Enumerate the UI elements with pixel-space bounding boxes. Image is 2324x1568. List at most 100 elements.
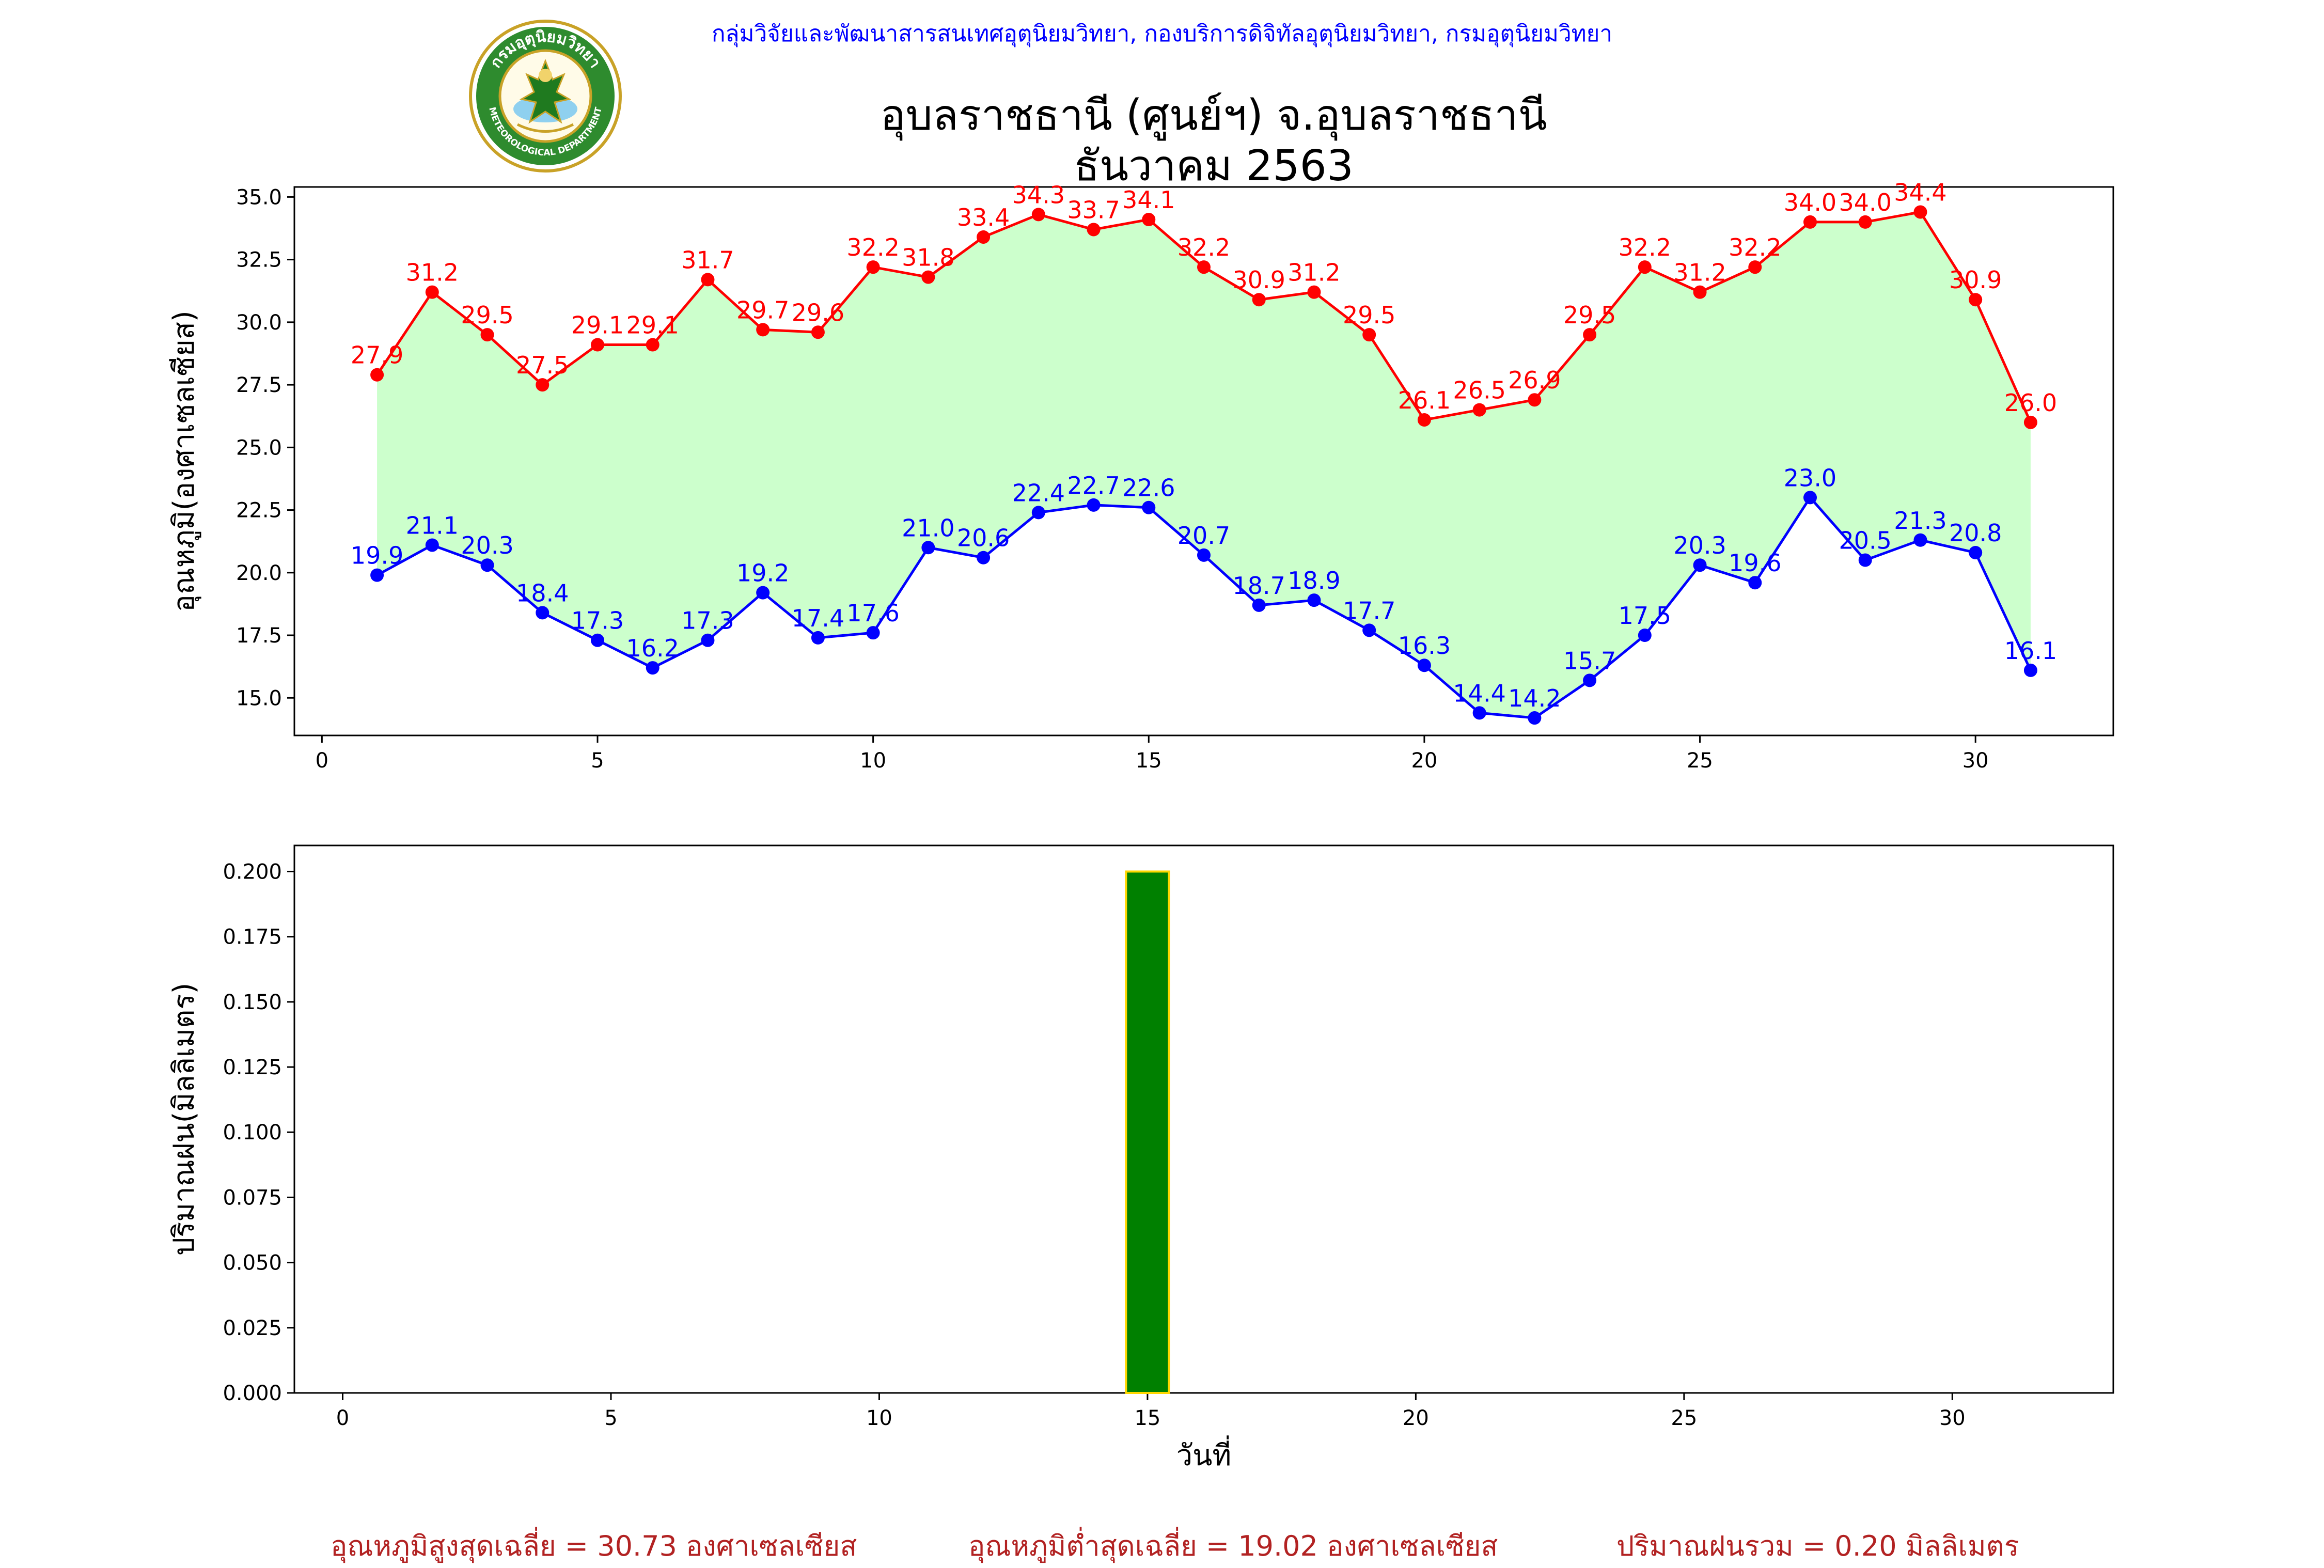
min-temperature-value-label: 14.2 — [1508, 684, 1561, 712]
max-temperature-point — [1417, 413, 1431, 427]
max-temperature-value-label: 33.7 — [1067, 196, 1120, 224]
max-temperature-value-label: 34.0 — [1784, 189, 1836, 216]
max-temperature-value-label: 34.1 — [1122, 186, 1175, 214]
min-temperature-point — [1307, 593, 1321, 607]
min-temperature-point — [1031, 506, 1045, 520]
min-temperature-point — [646, 661, 659, 675]
max-temperature-value-label: 33.4 — [957, 203, 1010, 231]
max-temperature-point — [591, 338, 604, 352]
max-temperature-value-label: 26.9 — [1508, 366, 1561, 394]
rain-plot-frame — [293, 844, 2114, 1394]
rain-x-axis-label: วันที่ — [1176, 1435, 1232, 1472]
min-temperature-value-label: 16.2 — [626, 634, 679, 662]
chart-title-period: ธันวาคม 2563 — [1074, 142, 1354, 191]
min-temperature-point — [2023, 663, 2037, 677]
min-temperature-value-label: 17.3 — [571, 607, 624, 635]
max-temperature-value-label: 29.7 — [736, 296, 789, 324]
max-temperature-point — [425, 285, 439, 299]
temp-x-tick-label: 30 — [1962, 749, 1989, 773]
summary-avg-min: อุณหภูมิต่ำสุดเฉลี่ย = 19.02 องศาเซลเซีย… — [968, 1530, 1498, 1562]
min-temperature-value-label: 16.3 — [1398, 632, 1451, 660]
min-temperature-value-label: 20.3 — [461, 531, 513, 559]
min-temperature-point — [1472, 706, 1486, 720]
rain-y-axis-label: ปริมาณฝน(มิลลิเมตร) — [167, 983, 201, 1256]
min-temperature-value-label: 16.1 — [2004, 637, 2057, 665]
max-temperature-value-label: 29.1 — [571, 311, 624, 339]
max-temperature-value-label: 32.2 — [846, 233, 899, 261]
max-temperature-value-label: 31.8 — [902, 244, 954, 272]
max-temperature-value-label: 26.0 — [2004, 389, 2057, 417]
max-temperature-point — [1638, 260, 1652, 274]
min-temperature-point — [1969, 546, 1983, 559]
max-temperature-value-label: 29.5 — [1343, 301, 1395, 329]
rain-y-tick-label: 0.000 — [223, 1382, 282, 1405]
min-temperature-value-label: 17.4 — [792, 604, 844, 632]
temp-y-tick-label: 17.5 — [236, 624, 282, 648]
min-temperature-value-label: 18.7 — [1233, 572, 1285, 600]
max-temperature-point — [811, 325, 825, 339]
max-temperature-value-label: 31.2 — [406, 259, 459, 287]
max-temperature-value-label: 32.2 — [1177, 233, 1230, 261]
max-temperature-point — [370, 368, 384, 382]
max-temperature-value-label: 34.0 — [1839, 189, 1892, 216]
max-temperature-point — [977, 230, 991, 244]
rain-x-tick-label: 30 — [1939, 1406, 1966, 1430]
max-temperature-point — [1031, 208, 1045, 222]
rain-y-tick-label: 0.050 — [223, 1251, 282, 1275]
max-temperature-point — [1583, 328, 1597, 342]
rain-x-tick-label: 25 — [1671, 1406, 1697, 1430]
logo-figure — [513, 58, 577, 133]
min-temperature-value-label: 19.9 — [351, 542, 403, 570]
rain-y-tick-label: 0.200 — [223, 860, 282, 884]
min-temperature-point — [480, 558, 494, 572]
max-temperature-point — [2023, 415, 2037, 429]
rain-y-tick-label: 0.150 — [223, 991, 282, 1014]
max-temperature-point — [921, 270, 935, 284]
max-temperature-point — [1252, 293, 1266, 307]
temp-x-tick-label: 15 — [1136, 749, 1162, 773]
min-temperature-point — [811, 631, 825, 645]
min-temperature-point — [1858, 553, 1872, 567]
max-temperature-value-label: 27.9 — [351, 341, 403, 369]
max-temperature-value-label: 31.2 — [1673, 259, 1726, 287]
min-temperature-point — [921, 541, 935, 555]
rain-x-tick-label: 15 — [1134, 1406, 1160, 1430]
max-temperature-value-label: 29.5 — [461, 301, 513, 329]
min-temperature-value-label: 14.4 — [1453, 679, 1505, 707]
chart-title-station: อุบลราชธานี (ศูนย์ฯ) จ.อุบลราชธานี — [880, 91, 1547, 140]
max-temperature-value-label: 30.9 — [1233, 266, 1285, 294]
max-temperature-point — [1858, 215, 1872, 229]
max-temperature-value-label: 34.3 — [1012, 181, 1065, 209]
temp-y-tick-label: 25.0 — [236, 436, 282, 460]
min-temperature-value-label: 17.7 — [1343, 597, 1395, 624]
temp-x-tick-label: 10 — [860, 749, 886, 773]
min-temperature-value-label: 22.4 — [1012, 479, 1065, 507]
min-temperature-value-label: 20.5 — [1839, 527, 1892, 555]
temp-y-axis-label: อุณหภูมิ(องศาเซลเซียส) — [167, 310, 201, 612]
min-temperature-point — [1142, 500, 1156, 514]
temp-y-tick-label: 22.5 — [236, 499, 282, 523]
rain-x-tick-label: 0 — [336, 1406, 349, 1430]
max-temperature-point — [1528, 393, 1542, 407]
min-temperature-point — [1252, 598, 1266, 612]
min-temperature-point — [1417, 658, 1431, 672]
max-temperature-point — [1472, 403, 1486, 417]
min-temperature-value-label: 22.7 — [1067, 472, 1120, 499]
min-temperature-point — [1748, 576, 1762, 590]
min-temperature-point — [866, 626, 880, 640]
min-temperature-value-label: 22.6 — [1122, 474, 1175, 502]
min-temperature-point — [1693, 558, 1707, 572]
summary-avg-max: อุณหภูมิสูงสุดเฉลี่ย = 30.73 องศาเซลเซีย… — [331, 1530, 857, 1562]
max-temperature-value-label: 29.5 — [1563, 301, 1616, 329]
max-temperature-point — [1362, 328, 1376, 342]
min-temperature-point — [1528, 711, 1542, 725]
min-temperature-point — [536, 606, 549, 620]
max-temperature-point — [1803, 215, 1817, 229]
min-temperature-point — [425, 538, 439, 552]
min-temperature-point — [1197, 548, 1211, 562]
min-temperature-point — [1638, 629, 1652, 642]
min-temperature-value-label: 20.3 — [1673, 531, 1726, 559]
rain-y-tick-label: 0.100 — [223, 1121, 282, 1144]
temp-x-tick-label: 25 — [1687, 749, 1713, 773]
